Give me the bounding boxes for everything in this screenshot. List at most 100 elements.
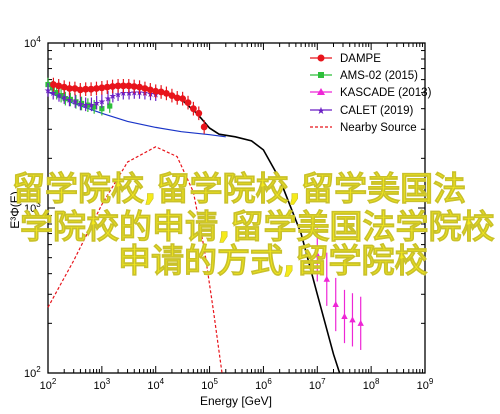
x-axis-title: Energy [GeV]: [200, 394, 272, 408]
data-point-ams02: [54, 90, 60, 96]
data-point-dampe: [136, 83, 143, 91]
data-point-dampe: [152, 87, 160, 95]
data-point-dampe: [184, 99, 192, 107]
data-point-dampe: [130, 83, 138, 90]
data-point-kascade: [332, 301, 339, 308]
data-point-dampe: [109, 83, 116, 90]
data-point-calet: ★: [71, 98, 79, 108]
data-point-ams02: [85, 102, 91, 108]
data-point-dampe: [173, 94, 181, 102]
data-point-dampe: [82, 85, 90, 93]
data-point-dampe: [76, 86, 84, 94]
data-point-ams02: [99, 106, 105, 112]
legend-item-dampe: DAMPE: [310, 53, 381, 65]
overlay-line-1: 留学院校,留学院校,留学美国法: [12, 169, 466, 208]
data-point-calet: ★: [82, 101, 90, 111]
x-tick-label: 105: [201, 377, 218, 392]
data-point-dampe: [190, 105, 197, 113]
y-tick-label: 102: [24, 365, 41, 380]
x-tick-label: 103: [94, 377, 111, 392]
x-tick-label: 108: [363, 377, 380, 392]
data-point-calet: ★: [87, 101, 95, 111]
data-point-ams02: [73, 99, 79, 105]
data-point-dampe: [50, 81, 57, 88]
data-point-calet: ★: [109, 92, 117, 102]
data-point-dampe: [179, 95, 187, 103]
data-point-dampe: [98, 84, 106, 92]
legend: DAMPE AMS-02 (2015) KASCADE (2013) ★ CAL…: [310, 53, 432, 134]
data-point-dampe: [55, 82, 63, 90]
data-point-dampe: [125, 82, 133, 90]
x-tick-label: 104: [147, 377, 164, 392]
legend-marker-kascade: [317, 88, 325, 95]
legend-marker-ams02: [318, 72, 324, 78]
data-point-ams02: [67, 96, 73, 103]
series-layer: ★★★★★★★★★★★★★★★★★★★★★: [44, 77, 364, 374]
data-point-dampe: [146, 86, 154, 94]
legend-label-kascade: KASCADE (2013): [340, 87, 432, 99]
data-point-dampe: [157, 88, 165, 96]
x-tick-label: 107: [309, 377, 326, 392]
legend-label-calet: CALET (2019): [340, 105, 413, 117]
data-point-ams02: [49, 85, 55, 91]
data-point-calet: ★: [76, 100, 84, 110]
data-point-kascade: [314, 251, 321, 258]
data-point-calet: ★: [93, 99, 101, 109]
legend-marker-dampe: [317, 54, 325, 62]
legend-item-nearby-source: Nearby Source: [310, 122, 417, 134]
data-point-kascade: [357, 319, 364, 326]
data-point-calet: ★: [130, 88, 138, 98]
y-tick-labels: 102 103 104: [24, 35, 41, 380]
data-point-calet: ★: [114, 91, 122, 101]
data-point-calet: ★: [98, 98, 106, 108]
data-point-calet: ★: [55, 91, 63, 101]
data-point-calet: ★: [44, 86, 52, 96]
data-point-dampe: [87, 85, 95, 93]
data-point-dampe: [66, 85, 73, 92]
legend-item-ams02: AMS-02 (2015): [310, 70, 418, 82]
x-tick-label: 102: [40, 377, 57, 392]
legend-item-kascade: KASCADE (2013): [310, 87, 432, 99]
legend-label-dampe: DAMPE: [340, 53, 381, 65]
data-point-kascade: [341, 313, 348, 320]
data-point-ams02: [62, 96, 68, 102]
data-point-ams02: [78, 100, 85, 107]
data-point-calet: ★: [125, 89, 133, 99]
data-point-ams02: [91, 104, 97, 110]
legend-label-nearby-source: Nearby Source: [340, 122, 417, 134]
data-point-calet: ★: [119, 89, 127, 99]
x-tick-label: 106: [255, 377, 272, 392]
watermark-overlay: 留学院校,留学院校,留学美国法 学院校的申请,留学美国法学院校 申请的方式,留学…: [12, 169, 495, 281]
data-point-dampe: [60, 83, 68, 91]
data-point-kascade: [349, 316, 356, 323]
data-point-dampe: [200, 123, 208, 131]
legend-label-ams02: AMS-02 (2015): [340, 70, 418, 82]
data-point-dampe: [119, 82, 127, 90]
data-point-ams02: [58, 92, 64, 99]
series-line-5: [47, 91, 226, 138]
data-point-dampe: [168, 92, 176, 99]
data-point-calet: ★: [49, 89, 57, 99]
x-tick-label: 109: [417, 377, 434, 392]
overlay-line-3: 申请的方式,留学院校: [118, 241, 428, 280]
minor-ticks: [47, 43, 425, 374]
y-tick-label: 103: [24, 200, 41, 215]
data-point-kascade: [323, 275, 330, 282]
data-point-calet: ★: [65, 96, 73, 106]
y-axis-title: E³Φ(E): [8, 191, 22, 229]
data-point-dampe: [195, 109, 203, 117]
data-point-dampe: [93, 85, 100, 92]
x-tick-labels: 102 103 104 105 106 107 108 109: [40, 377, 434, 392]
data-point-dampe: [103, 83, 111, 91]
data-point-calet: ★: [60, 94, 68, 104]
data-point-calet: ★: [104, 94, 112, 104]
series-line-4: [47, 146, 223, 374]
data-point-dampe: [114, 82, 122, 90]
data-point-dampe: [71, 85, 79, 92]
legend-marker-calet: ★: [317, 106, 326, 117]
data-point-dampe: [141, 85, 149, 92]
overlay-line-2: 学院校的申请,留学美国法学院校: [20, 207, 495, 246]
data-point-dampe: [163, 89, 170, 97]
legend-item-calet: ★ CALET (2019): [310, 105, 413, 117]
